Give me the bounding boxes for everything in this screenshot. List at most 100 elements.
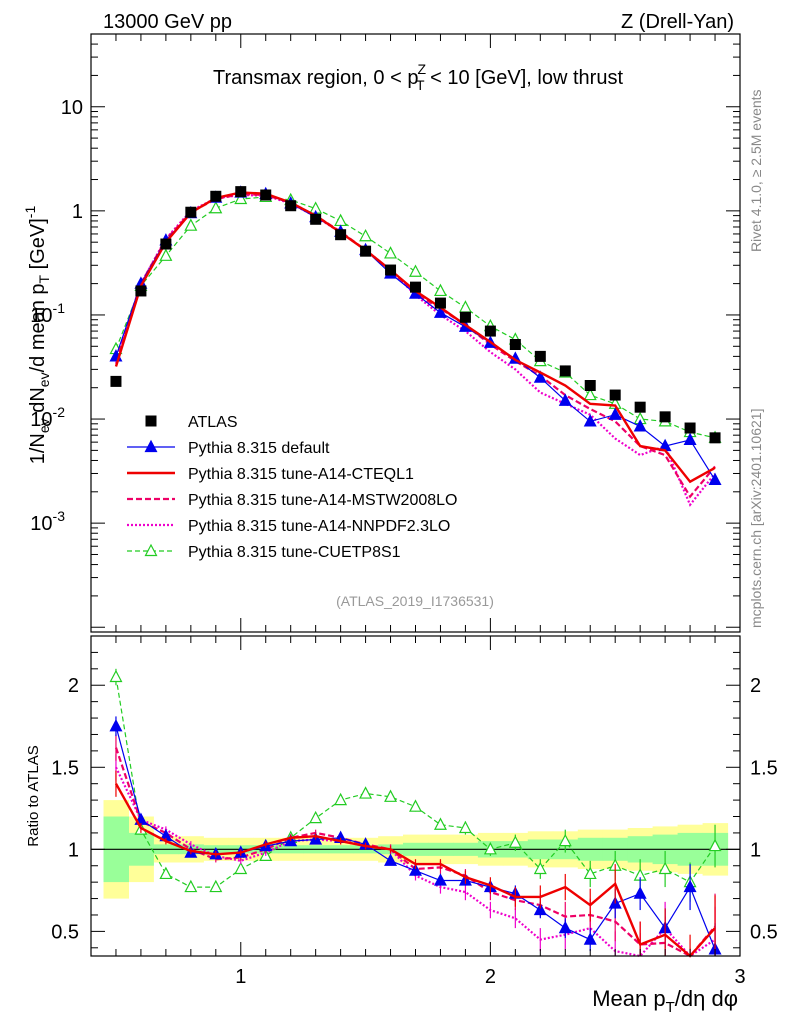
main-point-atlas (584, 380, 596, 392)
main-line-cuetp8s1 (115, 196, 716, 439)
main-point-atlas (709, 432, 721, 444)
main-point-default (633, 419, 647, 432)
ratio-point-default (409, 863, 422, 876)
main-point-cuetp8s1 (409, 264, 422, 277)
main-y-tick-label: 10 (61, 97, 83, 119)
main-line-cteql1 (114, 191, 716, 484)
ratio-point-cuetp8s1 (708, 838, 722, 852)
mcplots-source-label: mcplots.cern.ch [arXiv:2401.10621] (748, 409, 764, 628)
legend-label-nnpdf: Pythia 8.315 tune-A14-NNPDF2.3LO (188, 518, 450, 535)
main-point-default (708, 472, 722, 486)
ratio-y-tick-label-left: 1 (68, 839, 79, 861)
ratio-point-cuetp8s1 (159, 866, 173, 880)
main-point-default (583, 414, 597, 427)
main-point-cuetp8s1 (433, 283, 447, 297)
main-point-atlas (310, 213, 322, 225)
ratio-point-default (558, 920, 572, 934)
legend-item-cteql1: Pythia 8.315 tune-A14-CTEQL1 (127, 466, 414, 483)
legend-marker-atlas (145, 415, 157, 427)
main-point-atlas (360, 245, 372, 257)
legend-marker-default (144, 439, 158, 453)
x-tick-label: 2 (485, 966, 496, 988)
ratio-point-cuetp8s1 (409, 799, 422, 812)
ratio-y-tick-label-right: 2 (750, 675, 761, 697)
ratio-point-cuetp8s1 (334, 792, 348, 806)
ratio-y-tick-label-right: 1.5 (750, 757, 778, 779)
header-right: Z (Drell-Yan) (621, 11, 734, 33)
main-point-atlas (684, 422, 696, 434)
ratio-y-tick-label-left: 0.5 (51, 921, 79, 943)
main-point-atlas (434, 297, 446, 309)
main-point-cuetp8s1 (234, 191, 248, 205)
main-line-nnpdf (114, 193, 716, 507)
main-point-default (608, 407, 622, 420)
ratio-point-default (109, 718, 123, 732)
ratio-point-cuetp8s1 (359, 786, 373, 799)
main-plot-series (109, 185, 722, 507)
main-point-default (533, 370, 547, 383)
main-y-tick-label: 1 (72, 201, 83, 223)
main-point-atlas (260, 189, 272, 201)
legend-item-nnpdf: Pythia 8.315 tune-A14-NNPDF2.3LO (127, 518, 450, 535)
ratio-point-cuetp8s1 (508, 835, 522, 848)
ratio-point-cuetp8s1 (533, 861, 547, 875)
main-point-default (558, 393, 572, 406)
main-point-atlas (135, 285, 147, 297)
ratio-series-cteql1 (114, 770, 716, 958)
main-point-cuetp8s1 (583, 387, 597, 401)
x-tick-label: 1 (235, 966, 246, 988)
main-point-cuetp8s1 (384, 246, 398, 259)
main-point-cuetp8s1 (209, 200, 223, 214)
main-point-atlas (235, 186, 247, 198)
main-series-cuetp8s1 (109, 189, 722, 443)
main-point-atlas (484, 325, 496, 337)
main-point-cuetp8s1 (159, 248, 173, 261)
main-series-nnpdf (114, 193, 716, 507)
main-line-default (115, 191, 716, 481)
main-point-atlas (659, 411, 671, 423)
ratio-y-tick-label-left: 1.5 (51, 757, 79, 779)
header-left: 13000 GeV pp (103, 11, 232, 33)
main-point-default (433, 305, 447, 318)
main-point-atlas (285, 200, 297, 212)
x-axis-label: Mean pT/dη dφ (592, 986, 738, 1016)
main-series-cteql1 (114, 191, 716, 484)
legend-item-mstw: Pythia 8.315 tune-A14-MSTW2008LO (127, 492, 457, 509)
legend-label-cuetp8s1: Pythia 8.315 tune-CUETP8S1 (188, 544, 401, 561)
main-point-atlas (559, 365, 571, 377)
ratio-point-cuetp8s1 (384, 789, 398, 802)
main-point-atlas (410, 281, 421, 293)
main-point-atlas (509, 339, 521, 351)
main-point-atlas (185, 206, 197, 218)
main-point-atlas (634, 401, 646, 413)
ratio-point-cuetp8s1 (309, 810, 323, 824)
ratio-point-cuetp8s1 (433, 817, 447, 830)
ratio-point-cuetp8s1 (184, 879, 198, 893)
legend: ATLAS Pythia 8.315 default Pythia 8.315 tu… (127, 414, 457, 561)
main-point-cuetp8s1 (184, 218, 198, 231)
x-tick-label: 3 (734, 966, 745, 988)
main-y-axis-label: 1/Nev dNev/d mean pT [GeV]-1 (22, 206, 52, 465)
ratio-point-cuetp8s1 (209, 879, 223, 893)
ratio-plot-series (109, 668, 722, 958)
rivet-version-label: Rivet 4.1.0, ≥ 2.5M events (748, 89, 764, 252)
ratio-point-default (433, 873, 447, 886)
ratio-point-cuetp8s1 (558, 833, 572, 847)
main-point-default (683, 432, 697, 446)
main-y-tick-label: 10-3 (30, 508, 65, 535)
legend-item-default: Pythia 8.315 default (127, 439, 330, 457)
main-y-tick-label: 10-1 (30, 300, 65, 327)
ratio-point-cuetp8s1 (234, 861, 248, 875)
ratio-point-cuetp8s1 (458, 820, 472, 834)
main-point-cuetp8s1 (359, 228, 373, 242)
ratio-point-cuetp8s1 (483, 842, 497, 855)
ratio-y-tick-label-right: 0.5 (750, 921, 778, 943)
legend-label-atlas: ATLAS (188, 414, 238, 431)
main-point-atlas (335, 229, 347, 241)
analysis-watermark: (ATLAS_2019_I1736531) (336, 593, 494, 609)
plot-title: Transmax region, 0 < pZ T < 10 [GeV], low… (213, 61, 623, 93)
ratio-point-cuetp8s1 (658, 861, 672, 875)
ratio-y-axis-label: Ratio to ATLAS (25, 745, 42, 846)
legend-label-default: Pythia 8.315 default (188, 440, 330, 457)
main-point-atlas (385, 264, 397, 276)
